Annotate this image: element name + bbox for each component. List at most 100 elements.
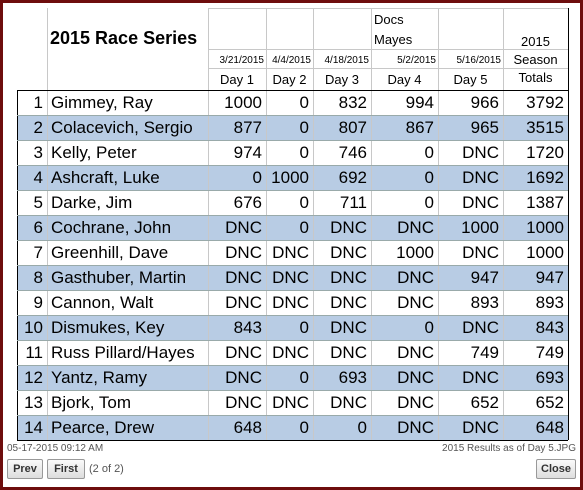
grid-line <box>17 365 568 366</box>
score: 0 <box>252 168 262 187</box>
score: DNC <box>272 243 309 262</box>
date-header: 5/2/2015 <box>397 55 436 66</box>
racer-name: Ashcraft, Luke <box>51 168 160 187</box>
score: 676 <box>233 193 262 212</box>
score: 893 <box>470 293 499 312</box>
score: DNC <box>462 168 499 187</box>
score: DNC <box>330 318 367 337</box>
score: 648 <box>233 418 262 437</box>
rank: 8 <box>33 268 43 287</box>
racer-name: Cochrane, John <box>51 218 172 237</box>
score: 0 <box>299 318 309 337</box>
rank: 1 <box>33 93 43 112</box>
score: 832 <box>338 93 367 112</box>
score: 693 <box>338 368 367 387</box>
grid-line <box>17 315 568 316</box>
score: DNC <box>272 293 309 312</box>
score: 0 <box>299 143 309 162</box>
score: 947 <box>535 268 564 287</box>
score: DNC <box>225 368 262 387</box>
score: 966 <box>470 93 499 112</box>
racer-name: Greenhill, Dave <box>51 243 169 262</box>
grid-line <box>208 68 568 69</box>
grid-line <box>371 8 372 440</box>
score: DNC <box>225 343 262 362</box>
grid-line <box>47 8 48 440</box>
score: 893 <box>535 293 564 312</box>
score: DNC <box>225 393 262 412</box>
score: 0 <box>424 143 434 162</box>
grid-line <box>208 8 209 440</box>
rank: 6 <box>33 218 43 237</box>
score: DNC <box>397 418 434 437</box>
score: 1387 <box>526 193 564 212</box>
racer-name: Cannon, Walt <box>51 293 154 312</box>
score: 1000 <box>271 168 309 187</box>
rank: 3 <box>33 143 43 162</box>
close-button[interactable]: Close <box>536 459 576 479</box>
rank: 7 <box>33 243 43 262</box>
row-band <box>17 365 568 390</box>
score: 0 <box>299 193 309 212</box>
rank: 4 <box>33 168 43 187</box>
score: 0 <box>357 418 367 437</box>
rank: 2 <box>33 118 43 137</box>
grid-line <box>17 290 568 291</box>
score: 974 <box>233 143 262 162</box>
score: 746 <box>338 143 367 162</box>
score: DNC <box>225 293 262 312</box>
score: DNC <box>330 393 367 412</box>
grid-line <box>17 265 568 266</box>
score: DNC <box>225 243 262 262</box>
score: 807 <box>338 118 367 137</box>
racer-name: Bjork, Tom <box>51 393 131 412</box>
rank: 13 <box>24 393 43 412</box>
score: 749 <box>470 343 499 362</box>
date-header: 3/21/2015 <box>219 55 265 66</box>
score: DNC <box>462 243 499 262</box>
score: 867 <box>405 118 434 137</box>
score: DNC <box>397 268 434 287</box>
score: 652 <box>470 393 499 412</box>
score: 0 <box>299 118 309 137</box>
score: 652 <box>535 393 564 412</box>
score: 1000 <box>526 218 564 237</box>
prev-button[interactable]: Prev <box>7 459 43 479</box>
spreadsheet-image: 2015 Race Series Docs Mayes 2015 Season Total… <box>12 8 569 441</box>
score: 843 <box>233 318 262 337</box>
day-header: Day 1 <box>220 72 254 87</box>
score: 0 <box>299 368 309 387</box>
score: 3515 <box>526 118 564 137</box>
date-header: 4/4/2015 <box>272 55 311 66</box>
first-button[interactable]: First <box>47 459 85 479</box>
score: 648 <box>535 418 564 437</box>
score: DNC <box>462 318 499 337</box>
score: 3792 <box>526 93 564 112</box>
totals-header: 2015 <box>521 34 550 49</box>
score: DNC <box>462 368 499 387</box>
row-band <box>17 165 568 190</box>
grid-line <box>17 165 568 166</box>
score: 1720 <box>526 143 564 162</box>
day-header: Day 2 <box>272 72 307 87</box>
grid-line <box>17 340 568 341</box>
score: 711 <box>339 193 367 212</box>
grid-line <box>17 190 568 191</box>
score: 843 <box>535 318 564 337</box>
score: 0 <box>424 318 434 337</box>
grid-line <box>17 215 568 216</box>
score: DNC <box>462 143 499 162</box>
rank: 9 <box>33 293 43 312</box>
grid-line <box>266 8 267 440</box>
score: 0 <box>299 218 309 237</box>
page-position: (2 of 2) <box>89 463 124 475</box>
score: DNC <box>397 218 434 237</box>
racer-name: Darke, Jim <box>51 193 133 212</box>
day-header: Day 3 <box>325 72 359 87</box>
rank: 5 <box>33 193 43 212</box>
score: DNC <box>330 293 367 312</box>
grid-line <box>313 8 314 440</box>
score: 1000 <box>396 243 434 262</box>
day-header: Day 4 <box>387 72 422 87</box>
